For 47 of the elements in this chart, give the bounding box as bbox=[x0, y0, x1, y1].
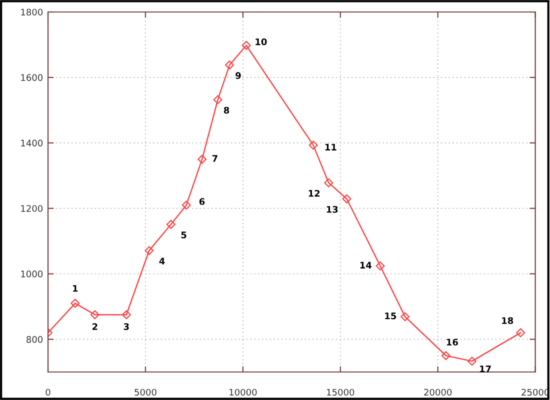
y-tick-label: 1800 bbox=[21, 8, 43, 16]
annotation: 17 bbox=[480, 366, 491, 372]
annotation: 12 bbox=[308, 190, 320, 197]
point bbox=[166, 220, 176, 229]
point bbox=[400, 312, 410, 322]
point bbox=[324, 178, 334, 188]
annotation: 9 bbox=[236, 72, 241, 79]
point bbox=[242, 40, 251, 50]
point bbox=[468, 356, 477, 366]
annotation: 4 bbox=[159, 258, 165, 264]
annotation: 3 bbox=[124, 323, 129, 330]
point bbox=[441, 351, 450, 360]
y-tick-label: 1400 bbox=[21, 140, 43, 146]
point bbox=[70, 298, 80, 308]
annotation: 8 bbox=[224, 106, 230, 114]
annotation: 14 bbox=[360, 262, 372, 268]
point bbox=[225, 60, 234, 70]
annotation: 10 bbox=[256, 38, 267, 46]
point bbox=[90, 310, 100, 320]
y-tick-label: 1200 bbox=[21, 205, 43, 212]
annotation: 13 bbox=[326, 206, 338, 213]
annotation: 11 bbox=[325, 144, 336, 150]
annotation: 2 bbox=[92, 323, 98, 330]
point bbox=[198, 154, 207, 164]
annotation: 6 bbox=[199, 198, 205, 205]
annotation: 5 bbox=[181, 232, 186, 238]
annotation: 1 bbox=[73, 285, 78, 292]
point bbox=[342, 194, 352, 204]
y-tick-label: 800 bbox=[26, 336, 43, 343]
annotation: 16 bbox=[446, 338, 458, 346]
point bbox=[516, 328, 526, 338]
y-tick-label: 1000 bbox=[21, 270, 43, 278]
point bbox=[182, 200, 191, 210]
point bbox=[308, 140, 318, 150]
y-tick-label: 1600 bbox=[21, 74, 43, 82]
annotation: 18 bbox=[502, 317, 514, 324]
point bbox=[144, 246, 154, 256]
x-tick-label: 10000 bbox=[230, 388, 257, 396]
point bbox=[376, 261, 385, 270]
x-tick-label: 20000 bbox=[424, 388, 452, 396]
point bbox=[122, 310, 131, 320]
x-tick-label: 0 bbox=[46, 388, 50, 396]
annotation: 7 bbox=[212, 155, 218, 162]
x-tick-label: 5000 bbox=[134, 388, 156, 396]
x-tick-label: 15000 bbox=[327, 388, 354, 396]
point bbox=[213, 95, 222, 104]
annotation: 15 bbox=[385, 312, 396, 320]
